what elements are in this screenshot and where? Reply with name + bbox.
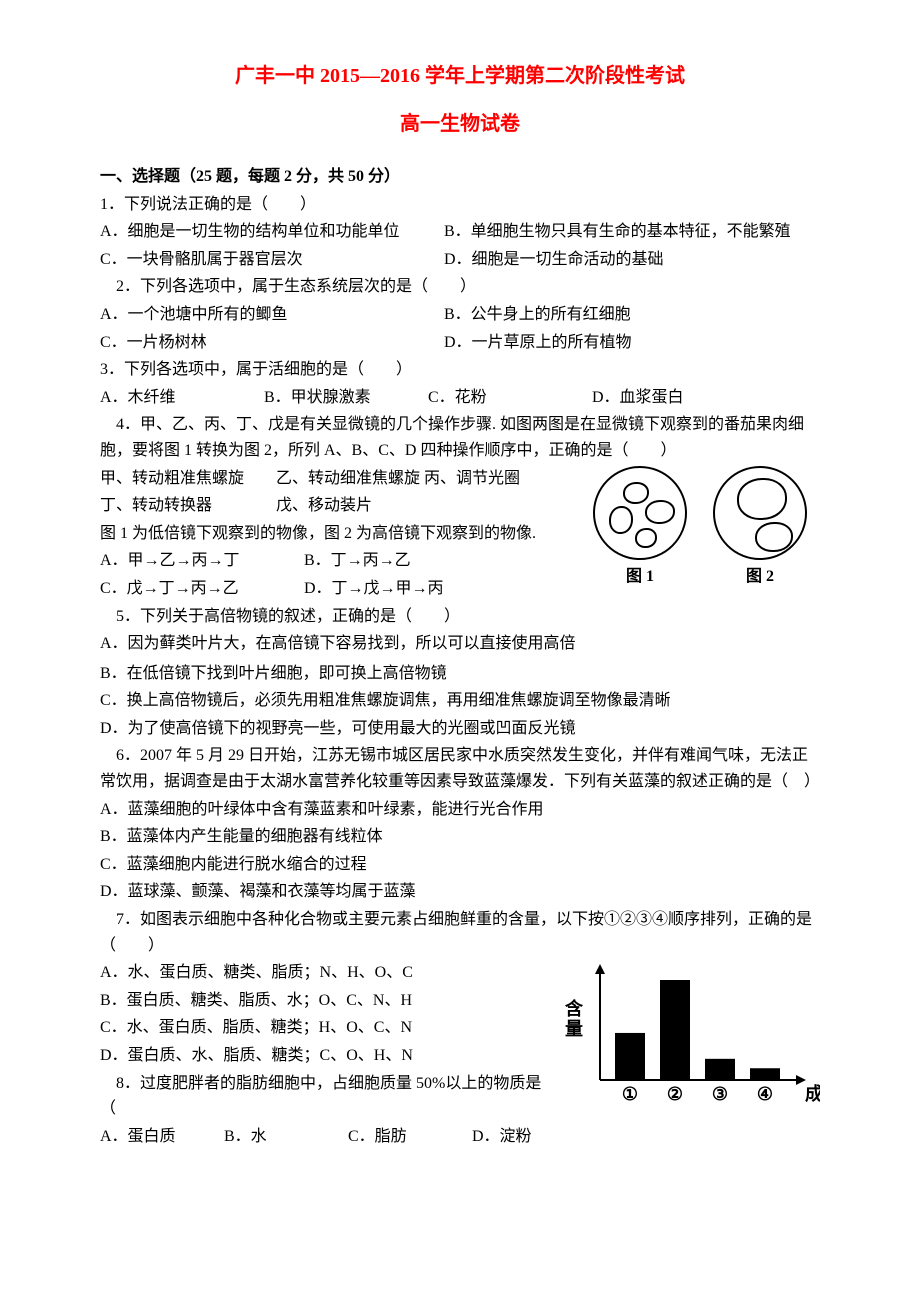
- q4-opt-b: B．丁→丙→乙: [304, 552, 411, 569]
- q5-opt-a: A．因为藓类叶片大，在高倍镜下容易找到，所以可以直接使用高倍: [100, 631, 820, 657]
- q1-stem: 1．下列说法正确的是（ ）: [100, 192, 820, 218]
- q1-options-ab: A．细胞是一切生物的结构单位和功能单位 B．单细胞生物只具有生命的基本特征，不能…: [100, 219, 820, 245]
- q6-opt-d: D．蓝球藻、颤藻、褐藻和衣藻等均属于蓝藻: [100, 879, 820, 905]
- q2-opt-c: C．一片杨树林: [100, 330, 440, 356]
- q3-opt-a: A．木纤维: [100, 385, 260, 411]
- svg-text:②: ②: [667, 1084, 683, 1104]
- q7-stem: 7．如图表示细胞中各种化合物或主要元素占细胞鲜重的含量，以下按①②③④顺序排列，…: [100, 907, 820, 958]
- fig1-label: 图 1: [626, 564, 654, 590]
- svg-text:含: 含: [565, 998, 584, 1019]
- q8-opt-a: A．蛋白质: [100, 1124, 220, 1150]
- q8-opt-b: B．水: [224, 1124, 344, 1150]
- q3-opt-b: B．甲状腺激素: [264, 385, 424, 411]
- q2-opt-a: A．一个池塘中所有的鲫鱼: [100, 302, 440, 328]
- exam-title-line2: 高一生物试卷: [100, 108, 820, 140]
- q5-opt-d: D．为了使高倍镜下的视野亮一些，可使用最大的光圈或凹面反光镜: [100, 716, 820, 742]
- q3-opt-c: C．花粉: [428, 385, 588, 411]
- q3-options: A．木纤维 B．甲状腺激素 C．花粉 D．血浆蛋白: [100, 385, 820, 411]
- q3-opt-d: D．血浆蛋白: [592, 389, 684, 406]
- q1-opt-b: B．单细胞生物只具有生命的基本特征，不能繁殖: [444, 223, 791, 240]
- fig2-circle: [713, 466, 807, 560]
- svg-text:成分: 成分: [805, 1083, 820, 1104]
- q3-stem: 3．下列各选项中，属于活细胞的是（ ）: [100, 357, 820, 383]
- q4-stem: 4．甲、乙、丙、丁、戊是有关显微镜的几个操作步骤. 如图两图是在显微镜下观察到的…: [100, 412, 820, 463]
- q4-opt-c: C．戊→丁→丙→乙: [100, 576, 300, 602]
- svg-text:①: ①: [622, 1084, 638, 1104]
- q4-opt-d: D．丁→戊→甲→丙: [304, 580, 444, 597]
- q8-options: A．蛋白质 B．水 C．脂肪 D．淀粉: [100, 1124, 820, 1150]
- q5-opt-c: C．换上高倍物镜后，必须先用粗准焦螺旋调焦，再用细准焦螺旋调至物像最清晰: [100, 688, 820, 714]
- q1-opt-d: D．细胞是一切生命活动的基础: [444, 251, 664, 268]
- q6-opt-a: A．蓝藻细胞的叶绿体中含有藻蓝素和叶绿素，能进行光合作用: [100, 797, 820, 823]
- q6-stem: 6．2007 年 5 月 29 日开始，江苏无锡市城区居民家中水质突然发生变化，…: [100, 743, 820, 794]
- svg-text:③: ③: [712, 1084, 728, 1104]
- q6-opt-c: C．蓝藻细胞内能进行脱水缩合的过程: [100, 852, 820, 878]
- q4-figure: 图 1 图 2: [580, 466, 820, 590]
- q2-opt-d: D．一片草原上的所有植物: [444, 334, 632, 351]
- q2-options-cd: C．一片杨树林 D．一片草原上的所有植物: [100, 330, 820, 356]
- q1-opt-c: C．一块骨骼肌属于器官层次: [100, 247, 440, 273]
- q2-stem: 2．下列各选项中，属于生态系统层次的是（ ）: [100, 274, 820, 300]
- q8-opt-d: D．淀粉: [472, 1128, 532, 1145]
- q1-opt-a: A．细胞是一切生物的结构单位和功能单位: [100, 219, 440, 245]
- q1-options-cd: C．一块骨骼肌属于器官层次 D．细胞是一切生命活动的基础: [100, 247, 820, 273]
- section-header: 一、选择题（25 题，每题 2 分，共 50 分）: [100, 164, 820, 190]
- q5-stem: 5．下列关于高倍物镜的叙述，正确的是（ ）: [100, 604, 820, 630]
- svg-text:④: ④: [757, 1084, 773, 1104]
- q2-options-ab: A．一个池塘中所有的鲫鱼 B．公牛身上的所有红细胞: [100, 302, 820, 328]
- exam-title-line1: 广丰一中 2015—2016 学年上学期第二次阶段性考试: [100, 60, 820, 92]
- q5-opt-b: B．在低倍镜下找到叶片细胞，即可换上高倍物镜: [100, 661, 820, 687]
- q7-chart: 含 量 ① ② ③ ④ 成分: [560, 960, 820, 1110]
- svg-text:量: 量: [565, 1018, 583, 1039]
- q6-opt-b: B．蓝藻体内产生能量的细胞器有线粒体: [100, 824, 820, 850]
- q8-opt-c: C．脂肪: [348, 1124, 468, 1150]
- q4-opt-a: A．甲→乙→丙→丁: [100, 548, 300, 574]
- fig1-circle: [593, 466, 687, 560]
- fig2-label: 图 2: [746, 564, 774, 590]
- q2-opt-b: B．公牛身上的所有红细胞: [444, 306, 631, 323]
